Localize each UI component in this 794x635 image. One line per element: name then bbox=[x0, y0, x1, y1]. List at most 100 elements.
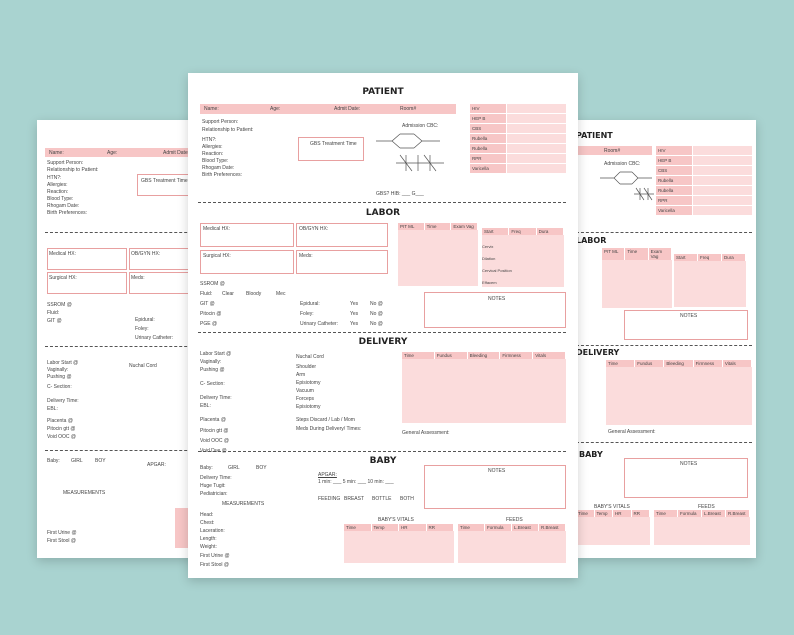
left-field: Blood Type: bbox=[47, 196, 74, 202]
delivery-header: Time Fundus Bleeding Firmness Vitals bbox=[402, 352, 566, 359]
right-baby-notes-label: NOTES bbox=[680, 461, 698, 467]
left-first-urine: First Urine @ bbox=[47, 530, 77, 536]
feeds-col: Formula bbox=[678, 510, 702, 517]
left-fluid: Fluid: bbox=[47, 310, 60, 316]
left-catheter: Urinary Catheter: bbox=[135, 335, 174, 341]
fluid-mec[interactable]: Mec bbox=[276, 291, 286, 297]
baby-boy[interactable]: BOY bbox=[256, 465, 267, 471]
gbs-label: GBS Treatment Time bbox=[310, 141, 357, 147]
pitocin-gtt: Pitocin gtt @ bbox=[200, 428, 229, 434]
right-baby-title: BABY bbox=[579, 450, 603, 459]
measurement-item: Head: bbox=[200, 512, 214, 518]
patient-fields: HTN?: Allergies: Reaction: Blood Type: R… bbox=[202, 137, 242, 179]
left-first-stool: First Stool @ bbox=[47, 538, 76, 544]
delivery-title: DELIVERY bbox=[358, 337, 408, 347]
feeds-col: Time bbox=[458, 524, 485, 531]
foley-no[interactable]: No @ bbox=[370, 311, 383, 317]
nuchal-item: Episiotomy bbox=[296, 404, 321, 410]
feeds-col: Formula bbox=[485, 524, 512, 531]
epidural-yes[interactable]: Yes bbox=[350, 301, 359, 307]
nuchal-item: Shoulder bbox=[296, 364, 317, 370]
lab-label: Rubella bbox=[656, 176, 692, 185]
ctx-col: Start bbox=[674, 254, 698, 261]
vitals-col: Temp bbox=[595, 510, 613, 517]
ctx-row: Dilation bbox=[482, 256, 496, 261]
fluid-clear[interactable]: Clear bbox=[222, 291, 234, 297]
lab-label: CBS bbox=[470, 124, 506, 133]
epidural-no[interactable]: No @ bbox=[370, 301, 383, 307]
nuchal-cord: Nuchal Cord bbox=[296, 354, 324, 360]
labor-notes-box bbox=[424, 292, 566, 328]
left-relationship: Relationship to Patient: bbox=[47, 167, 99, 173]
baby-label: Baby: bbox=[200, 465, 213, 471]
vitals-header: Time Temp HR RR bbox=[344, 524, 454, 531]
right-rule-1 bbox=[576, 232, 752, 233]
left-age: Age: bbox=[107, 150, 118, 156]
pit-col: PIT ML bbox=[602, 248, 626, 260]
left-vaginally: Vaginally: bbox=[47, 367, 69, 373]
nuchal-item: Arm bbox=[296, 372, 306, 378]
delivery-col: Vitals bbox=[723, 360, 753, 367]
lab-row: RPR bbox=[656, 196, 752, 205]
vaginally: Vaginally: bbox=[200, 359, 222, 365]
delivery-col: Time bbox=[402, 352, 435, 359]
lab-label: HEP B bbox=[470, 114, 506, 123]
left-baby-label: Baby: bbox=[47, 458, 60, 464]
right-delivery-title: DELIVERY bbox=[576, 348, 620, 357]
lab-row: HEP B bbox=[656, 156, 752, 165]
left-admit: Admit Date: bbox=[163, 150, 190, 156]
feed-both[interactable]: BOTH bbox=[400, 496, 414, 502]
vitals-col: Time bbox=[344, 524, 372, 531]
left-boy: BOY bbox=[95, 458, 106, 464]
lab-row: HIV bbox=[470, 104, 566, 113]
gbs-box bbox=[298, 137, 364, 161]
baby-girl[interactable]: GIRL bbox=[228, 465, 240, 471]
feeds-col: Time bbox=[654, 510, 678, 517]
vitals-col: RR bbox=[427, 524, 454, 531]
feed-breast[interactable]: BREAST bbox=[344, 496, 365, 502]
pit-col: Time bbox=[425, 223, 452, 230]
right-baby-notes bbox=[624, 458, 748, 498]
patient-field: Birth Preferences: bbox=[202, 172, 243, 178]
delivery-table: Time Fundus Bleeding Firmness Vitals bbox=[402, 352, 566, 424]
nuchal-item: Episiotomy bbox=[296, 380, 321, 386]
obgyn-hx-box bbox=[296, 223, 388, 247]
catheter-yes[interactable]: Yes bbox=[350, 321, 359, 327]
baby-notes-box bbox=[424, 465, 566, 509]
right-rule-3 bbox=[576, 442, 752, 443]
first-urine: First Urine @ bbox=[200, 553, 230, 559]
patient-field: Rhogam Date: bbox=[202, 165, 235, 171]
right-labs-table: HIV HEP B CBS Rubella Rubella RPR Varice… bbox=[656, 146, 752, 216]
catheter-no[interactable]: No @ bbox=[370, 321, 383, 327]
left-csection: C- Section: bbox=[47, 384, 72, 390]
obgyn-hx-label: OB/GYN HX: bbox=[299, 226, 329, 232]
patient-field: Allergies: bbox=[202, 144, 223, 150]
pit-header: PIT ML Time Exam Vag bbox=[398, 223, 479, 230]
measurement-item: Weight: bbox=[200, 544, 217, 550]
pediatrician: Pediatrician: bbox=[200, 491, 228, 497]
baby-title: BABY bbox=[369, 456, 397, 466]
rule-labor bbox=[198, 332, 566, 333]
foley-yes[interactable]: Yes bbox=[350, 311, 359, 317]
left-rule-3 bbox=[45, 450, 217, 451]
right-vitals-table: Time Temp HR RR bbox=[576, 510, 650, 546]
left-gbs-label: GBS Treatment Time bbox=[141, 178, 188, 184]
vitals-header: Time Temp HR RR bbox=[576, 510, 650, 517]
patient-room: Room# bbox=[400, 106, 417, 112]
baby-delivery-time: Delivery Time: bbox=[200, 475, 232, 481]
right-admission-cbc: Admission CBC: bbox=[604, 161, 641, 167]
gbs-note: GBS? HIB: ___ G___ bbox=[376, 191, 424, 197]
left-placenta: Placenta @ bbox=[47, 418, 73, 424]
fluid-bloody[interactable]: Bloody bbox=[246, 291, 262, 297]
delivery-time: Delivery Time: bbox=[200, 395, 232, 401]
left-pitocin-gtt: Pitocin gtt @ bbox=[47, 426, 76, 432]
feed-bottle[interactable]: BOTTLE bbox=[372, 496, 392, 502]
right-rule-2 bbox=[576, 345, 752, 346]
lab-row: RPR bbox=[470, 154, 566, 163]
pit-col: Exam Vag bbox=[649, 248, 672, 260]
left-field: Birth Preferences: bbox=[47, 210, 88, 216]
right-vitals-title: BABY'S VITALS bbox=[594, 504, 630, 510]
meds-during: Meds During Delivery/ Times: bbox=[296, 426, 362, 432]
feeding: FEEDING bbox=[318, 496, 341, 502]
right-header-bar bbox=[576, 146, 652, 155]
